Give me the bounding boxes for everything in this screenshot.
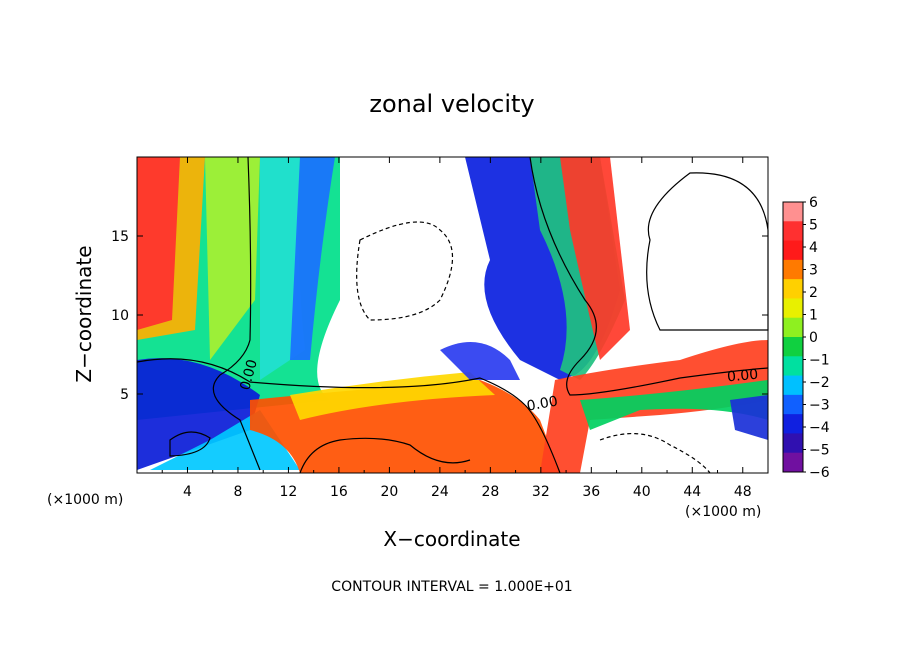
zero-contour-9 bbox=[599, 432, 711, 474]
colorbar: 6 5 4 3 2 1 0 −1 −2 −3 −4 −5 −6 bbox=[782, 195, 830, 481]
colorbar-label: −3 bbox=[809, 398, 830, 414]
y-units-label: (×1000 m) bbox=[685, 504, 761, 520]
velocity-band-3 bbox=[137, 157, 180, 330]
colorbar-label: −5 bbox=[809, 443, 830, 459]
colorbar-swatch-14 bbox=[783, 452, 803, 473]
colorbar-label: −2 bbox=[809, 375, 830, 391]
contour-interval-note: CONTOUR INTERVAL = 1.000E+01 bbox=[331, 579, 572, 595]
colorbar-label: −1 bbox=[809, 353, 830, 369]
zero-contour-7 bbox=[356, 221, 454, 321]
x-tick-label-28: 28 bbox=[481, 484, 499, 500]
colorbar-swatch-10 bbox=[783, 375, 803, 396]
x-axis-title: X−coordinate bbox=[383, 527, 520, 551]
colorbar-label: −4 bbox=[809, 420, 830, 436]
y-ticks: 5 10 15 bbox=[111, 229, 768, 403]
colorbar-swatch-8 bbox=[783, 337, 803, 357]
contour-labels: 0.00 0.00 0.00 bbox=[237, 358, 759, 415]
colorbar-label: 2 bbox=[809, 285, 818, 301]
x-tick-label-44: 44 bbox=[683, 484, 701, 500]
colorbar-swatch-2 bbox=[783, 221, 803, 242]
x-tick-label-36: 36 bbox=[582, 484, 600, 500]
velocity-band-7 bbox=[137, 358, 260, 470]
colorbar-swatch-5 bbox=[783, 279, 803, 299]
contour-label-1: 0.00 bbox=[237, 358, 261, 392]
y-axis-title: Z−coordinate bbox=[72, 245, 96, 382]
y-tick-label-15: 15 bbox=[111, 229, 129, 245]
y-tick-label-5: 5 bbox=[120, 387, 129, 403]
colorbar-swatch-1 bbox=[783, 202, 803, 222]
zero-contour-3 bbox=[529, 156, 769, 396]
velocity-band-11 bbox=[440, 342, 520, 380]
contour-label-3: 0.00 bbox=[726, 367, 758, 386]
colorbar-label: 1 bbox=[809, 308, 818, 324]
x-units-label: (×1000 m) bbox=[47, 492, 123, 508]
x-tick-label-16: 16 bbox=[330, 484, 348, 500]
colorbar-label: 4 bbox=[809, 240, 818, 256]
x-tick-label-4: 4 bbox=[183, 484, 192, 500]
velocity-band-16 bbox=[580, 380, 768, 430]
zero-contours bbox=[136, 156, 769, 474]
zero-contour-6 bbox=[169, 431, 211, 457]
velocity-band-4 bbox=[205, 157, 260, 360]
colorbar-label: 6 bbox=[809, 195, 818, 211]
zero-contour-4 bbox=[524, 404, 561, 474]
x-tick-label-12: 12 bbox=[280, 484, 298, 500]
colorbar-labels: 6 5 4 3 2 1 0 −1 −2 −3 −4 −5 −6 bbox=[803, 195, 830, 481]
colorbar-swatches bbox=[783, 202, 803, 473]
contour-label-2: 0.00 bbox=[526, 393, 559, 414]
colorbar-swatch-4 bbox=[783, 259, 803, 280]
velocity-band-17 bbox=[730, 395, 768, 440]
zero-contour-8 bbox=[299, 437, 471, 474]
x-tick-label-40: 40 bbox=[633, 484, 651, 500]
colorbar-swatch-6 bbox=[783, 298, 803, 319]
chart-title: zonal velocity bbox=[369, 90, 534, 118]
colorbar-swatch-12 bbox=[783, 414, 803, 434]
zero-contour-5 bbox=[646, 172, 769, 331]
colorbar-swatch-9 bbox=[783, 356, 803, 377]
colorbar-label: −6 bbox=[809, 465, 830, 481]
x-tick-label-48: 48 bbox=[734, 484, 752, 500]
colorbar-swatch-3 bbox=[783, 240, 803, 261]
zero-contour-1 bbox=[212, 156, 261, 471]
x-tick-label-32: 32 bbox=[532, 484, 550, 500]
velocity-band-6 bbox=[290, 157, 335, 360]
x-ticks: 4 8 12 16 20 24 28 32 36 40 44 48 bbox=[161, 157, 752, 500]
zero-contour-2 bbox=[136, 358, 526, 406]
x-tick-label-24: 24 bbox=[431, 484, 449, 500]
colorbar-swatch-7 bbox=[783, 317, 803, 338]
velocity-bands bbox=[137, 157, 768, 473]
colorbar-label: 5 bbox=[809, 218, 818, 234]
y-tick-label-10: 10 bbox=[111, 308, 129, 324]
x-tick-label-20: 20 bbox=[380, 484, 398, 500]
velocity-band-14 bbox=[560, 157, 630, 360]
colorbar-label: 3 bbox=[809, 263, 818, 279]
x-tick-label-8: 8 bbox=[233, 484, 242, 500]
colorbar-label: 0 bbox=[809, 330, 818, 346]
colorbar-swatch-13 bbox=[783, 433, 803, 454]
colorbar-swatch-11 bbox=[783, 394, 803, 415]
